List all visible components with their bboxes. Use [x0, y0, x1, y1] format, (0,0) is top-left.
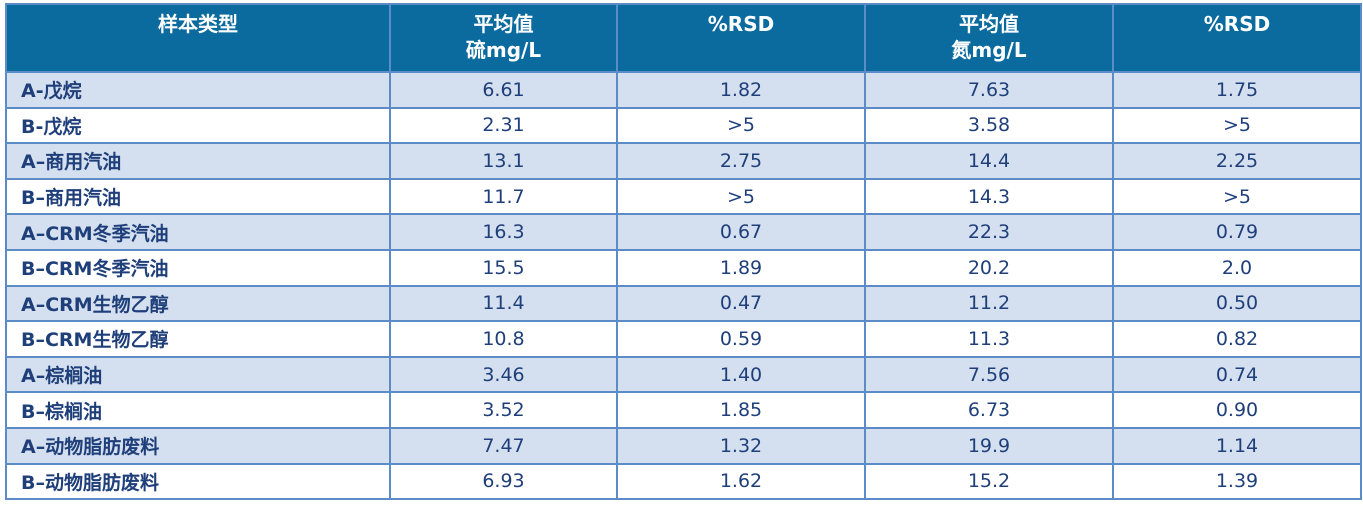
- value-cell: 7.63: [864, 71, 1114, 109]
- header-row: 样本类型 平均值 硫mg/L %RSD 平均值 氮mg/L %RSD: [5, 3, 1362, 73]
- value-cell: 14.4: [864, 142, 1114, 180]
- header-text: %RSD: [707, 12, 775, 36]
- value-cell: 0.79: [1112, 213, 1362, 251]
- sample-name: A–动物脂肪废料: [5, 426, 391, 465]
- value-cell: 6.93: [389, 462, 618, 501]
- header-cell: 平均值 氮mg/L: [864, 3, 1114, 73]
- value-cell: 0.47: [616, 284, 866, 323]
- table-row: A–商用汽油 13.1 2.75 14.4 2.25: [5, 142, 1362, 180]
- data-table: 样本类型 平均值 硫mg/L %RSD 平均值 氮mg/L %RSD A-戊烷 6.61 1.8…: [5, 3, 1362, 501]
- value-cell: 11.3: [864, 320, 1114, 358]
- value-cell: 1.75: [1112, 71, 1362, 109]
- value-cell: 0.50: [1112, 284, 1362, 323]
- value-cell: 10.8: [389, 320, 618, 358]
- table-row: B–动物脂肪废料 6.93 1.62 15.2 1.39: [5, 462, 1362, 501]
- value-cell: 14.3: [864, 177, 1114, 216]
- value-cell: 1.32: [616, 426, 866, 465]
- value-cell: 7.47: [389, 426, 618, 465]
- header-text: 样本类型: [158, 12, 238, 36]
- value-cell: 6.61: [389, 71, 618, 109]
- value-cell: >5: [1112, 177, 1362, 216]
- value-cell: 0.90: [1112, 391, 1362, 429]
- header-cell: %RSD: [1112, 3, 1362, 73]
- value-cell: 0.74: [1112, 355, 1362, 394]
- value-cell: 11.7: [389, 177, 618, 216]
- value-cell: >5: [616, 106, 866, 145]
- value-cell: 3.58: [864, 106, 1114, 145]
- header-text: %RSD: [1203, 12, 1271, 36]
- value-cell: 11.4: [389, 284, 618, 323]
- sample-name: B–CRM生物乙醇: [5, 320, 391, 358]
- value-cell: 22.3: [864, 213, 1114, 251]
- value-cell: 0.67: [616, 213, 866, 251]
- value-cell: >5: [616, 177, 866, 216]
- table-body: A-戊烷 6.61 1.82 7.63 1.75 B-戊烷 2.31 >5 3.58 >5 A–商用…: [5, 71, 1362, 501]
- table-row: A-戊烷 6.61 1.82 7.63 1.75: [5, 71, 1362, 109]
- table-row: A–棕榈油 3.46 1.40 7.56 0.74: [5, 355, 1362, 394]
- table-row: B-戊烷 2.31 >5 3.58 >5: [5, 106, 1362, 145]
- header-text: 平均值: [473, 12, 534, 36]
- sample-name: B–CRM冬季汽油: [5, 248, 391, 287]
- value-cell: 6.73: [864, 391, 1114, 429]
- value-cell: 16.3: [389, 213, 618, 251]
- sample-name: B-戊烷: [5, 106, 391, 145]
- value-cell: 15.2: [864, 462, 1114, 501]
- value-cell: 2.31: [389, 106, 618, 145]
- value-cell: 11.2: [864, 284, 1114, 323]
- value-cell: 1.62: [616, 462, 866, 501]
- table-row: A–CRM生物乙醇 11.4 0.47 11.2 0.50: [5, 284, 1362, 323]
- value-cell: >5: [1112, 106, 1362, 145]
- value-cell: 0.82: [1112, 320, 1362, 358]
- header-text: 平均值: [959, 12, 1019, 36]
- sample-name: B–动物脂肪废料: [5, 462, 391, 501]
- value-cell: 20.2: [864, 248, 1114, 287]
- value-cell: 0.59: [616, 320, 866, 358]
- header-cell: %RSD: [616, 3, 866, 73]
- sample-name: A–棕榈油: [5, 355, 391, 394]
- table-row: B–CRM生物乙醇 10.8 0.59 11.3 0.82: [5, 320, 1362, 358]
- table-row: B–CRM冬季汽油 15.5 1.89 20.2 2.0: [5, 248, 1362, 287]
- value-cell: 2.25: [1112, 142, 1362, 180]
- value-cell: 2.75: [616, 142, 866, 180]
- value-cell: 1.85: [616, 391, 866, 429]
- sample-name: A–商用汽油: [5, 142, 391, 180]
- sample-name: A–CRM冬季汽油: [5, 213, 391, 251]
- value-cell: 7.56: [864, 355, 1114, 394]
- value-cell: 3.52: [389, 391, 618, 429]
- header-text: 硫mg/L: [465, 38, 542, 62]
- table-row: B–商用汽油 11.7 >5 14.3 >5: [5, 177, 1362, 216]
- value-cell: 1.82: [616, 71, 866, 109]
- value-cell: 1.89: [616, 248, 866, 287]
- sample-name: A-戊烷: [5, 71, 391, 109]
- value-cell: 1.39: [1112, 462, 1362, 501]
- header-cell: 样本类型: [5, 3, 391, 73]
- table-row: B–棕榈油 3.52 1.85 6.73 0.90: [5, 391, 1362, 429]
- value-cell: 13.1: [389, 142, 618, 180]
- header-text: 氮mg/L: [951, 38, 1027, 62]
- table-row: A–动物脂肪废料 7.47 1.32 19.9 1.14: [5, 426, 1362, 465]
- sample-name: A–CRM生物乙醇: [5, 284, 391, 323]
- sample-name: B–商用汽油: [5, 177, 391, 216]
- value-cell: 15.5: [389, 248, 618, 287]
- value-cell: 1.40: [616, 355, 866, 394]
- value-cell: 3.46: [389, 355, 618, 394]
- value-cell: 1.14: [1112, 426, 1362, 465]
- sample-name: B–棕榈油: [5, 391, 391, 429]
- table-row: A–CRM冬季汽油 16.3 0.67 22.3 0.79: [5, 213, 1362, 251]
- value-cell: 19.9: [864, 426, 1114, 465]
- value-cell: 2.0: [1112, 248, 1362, 287]
- header-cell: 平均值 硫mg/L: [389, 3, 618, 73]
